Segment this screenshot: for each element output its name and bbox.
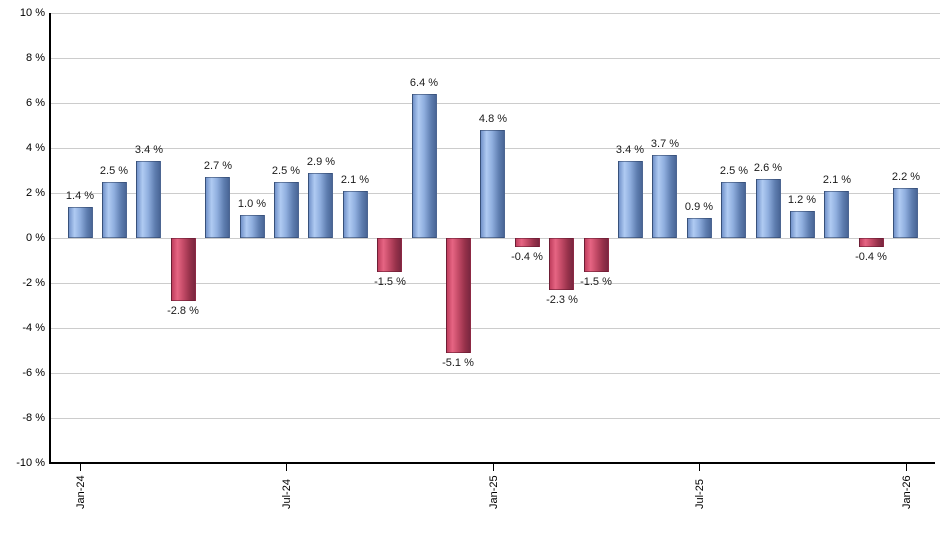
bar-value-label: 3.4 %: [134, 144, 164, 156]
bar-Jun-24: [240, 215, 265, 238]
gridline: [50, 58, 940, 59]
x-axis-tick: [286, 464, 287, 471]
bar-Aug-24: [308, 173, 333, 238]
y-axis-tick-label: -4 %: [22, 322, 45, 334]
x-axis-line: [49, 462, 935, 464]
bar-value-label: 0.9 %: [684, 201, 714, 213]
bar-Sep-25: [756, 179, 781, 238]
bar-value-label: -1.5 %: [580, 276, 612, 288]
y-axis-tick-label: 8 %: [26, 52, 45, 64]
x-axis-tick-label: Jul-25: [694, 479, 706, 509]
bar-Sep-24: [343, 191, 368, 238]
x-axis-tick: [906, 464, 907, 471]
x-axis-tick-label: Jan-25: [488, 475, 500, 509]
x-axis-tick: [493, 464, 494, 471]
bar-Jan-26: [893, 188, 918, 238]
bar-Dec-25: [859, 238, 884, 247]
bar-value-label: 2.1 %: [340, 174, 370, 186]
y-axis-tick-label: -2 %: [22, 277, 45, 289]
bar-Jun-25: [652, 155, 677, 238]
bar-value-label: -0.4 %: [855, 251, 887, 263]
bar-May-25: [618, 161, 643, 238]
x-axis-tick-label: Jan-26: [901, 475, 913, 509]
bar-Feb-24: [102, 182, 127, 238]
x-axis-tick: [699, 464, 700, 471]
bar-value-label: 2.5 %: [719, 165, 749, 177]
gridline: [50, 328, 940, 329]
y-axis-tick-label: -6 %: [22, 367, 45, 379]
bar-Nov-25: [824, 191, 849, 238]
bar-value-label: 1.2 %: [787, 194, 817, 206]
y-axis-tick-label: 4 %: [26, 142, 45, 154]
bar-Oct-25: [790, 211, 815, 238]
gridline: [50, 283, 940, 284]
gridline: [50, 373, 940, 374]
bar-value-label: -5.1 %: [442, 357, 474, 369]
bar-Mar-24: [136, 161, 161, 238]
bar-Dec-24: [446, 238, 471, 353]
bar-value-label: -2.8 %: [167, 305, 199, 317]
gridline: [50, 13, 940, 14]
y-axis-tick-label: 6 %: [26, 97, 45, 109]
y-axis-tick-label: -10 %: [16, 457, 45, 469]
y-axis-tick-label: 0 %: [26, 232, 45, 244]
bar-Jul-24: [274, 182, 299, 238]
bar-May-24: [205, 177, 230, 238]
bar-Mar-25: [549, 238, 574, 290]
bar-Jan-24: [68, 207, 93, 238]
x-axis-tick: [80, 464, 81, 471]
gridline: [50, 418, 940, 419]
bar-value-label: 2.7 %: [203, 160, 233, 172]
bar-value-label: 6.4 %: [409, 77, 439, 89]
bar-Aug-25: [721, 182, 746, 238]
bar-value-label: -1.5 %: [374, 276, 406, 288]
bar-value-label: 1.0 %: [237, 198, 267, 210]
bar-value-label: 2.9 %: [306, 156, 336, 168]
bar-value-label: 1.4 %: [65, 190, 95, 202]
y-axis-line: [49, 13, 51, 463]
bar-Apr-24: [171, 238, 196, 301]
bar-value-label: 2.2 %: [891, 171, 921, 183]
x-axis-tick-label: Jul-24: [281, 479, 293, 509]
bar-Apr-25: [584, 238, 609, 272]
bar-value-label: -0.4 %: [511, 251, 543, 263]
bar-Nov-24: [412, 94, 437, 238]
bar-value-label: 2.5 %: [99, 165, 129, 177]
bar-value-label: 2.1 %: [822, 174, 852, 186]
bar-value-label: 2.5 %: [271, 165, 301, 177]
gridline: [50, 103, 940, 104]
bar-value-label: -2.3 %: [546, 294, 578, 306]
y-axis-tick-label: 10 %: [19, 7, 45, 19]
bar-value-label: 2.6 %: [753, 162, 783, 174]
bar-value-label: 3.7 %: [650, 138, 680, 150]
bar-Oct-24: [377, 238, 402, 272]
bar-Jan-25: [480, 130, 505, 238]
bar-Feb-25: [515, 238, 540, 247]
gridline: [50, 238, 940, 239]
bar-value-label: 3.4 %: [615, 144, 645, 156]
bar-Jul-25: [687, 218, 712, 238]
y-axis-tick-label: -8 %: [22, 412, 45, 424]
x-axis-tick-label: Jan-24: [75, 475, 87, 509]
y-axis-tick-label: 2 %: [26, 187, 45, 199]
bar-value-label: 4.8 %: [478, 113, 508, 125]
